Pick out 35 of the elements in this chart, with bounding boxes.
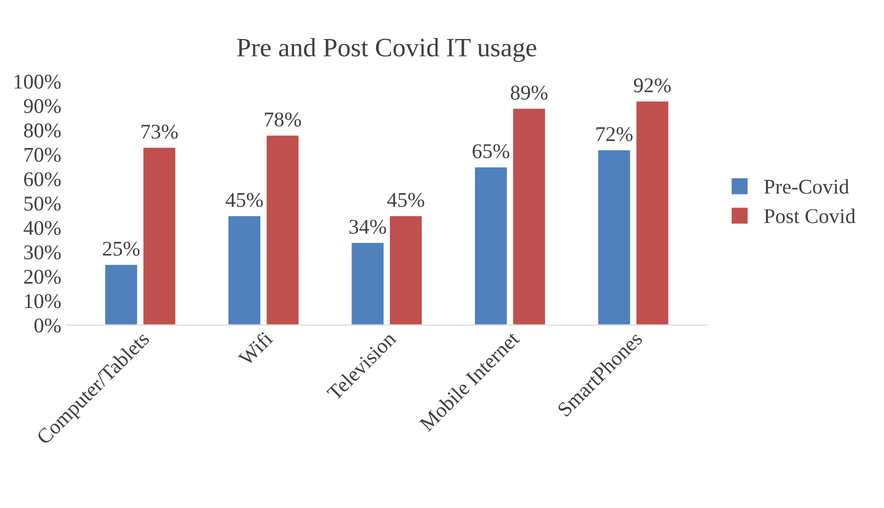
bar (265, 134, 300, 326)
y-tick-label: 40% (24, 220, 61, 236)
bar (474, 166, 508, 326)
chart-title: Pre and Post Covid IT usage (237, 38, 536, 62)
y-tick-label: 100% (14, 74, 61, 89)
data-label: 45% (226, 192, 263, 208)
legend-label: Post Covid (764, 208, 856, 224)
bar (512, 107, 546, 326)
y-tick-label: 10% (25, 294, 61, 308)
data-label: 45% (387, 192, 424, 208)
bar (596, 148, 632, 326)
data-label: 89% (510, 86, 548, 100)
data-label: 78% (264, 112, 301, 127)
bar (350, 242, 385, 326)
data-label: 34% (350, 220, 386, 234)
data-label: 72% (596, 127, 633, 142)
bar (635, 100, 670, 326)
legend-label: Pre-Covid (764, 179, 849, 194)
bar (227, 214, 262, 326)
y-tick-label: 0% (34, 318, 61, 333)
y-tick-label: 20% (24, 270, 61, 284)
y-tick-label: 30% (24, 245, 61, 260)
y-tick-label: 50% (24, 196, 61, 211)
x-tick-label: Wifi (236, 330, 274, 367)
y-tick-label: 90% (24, 99, 61, 114)
data-label: 92% (634, 78, 671, 92)
y-tick-label: 80% (24, 123, 61, 138)
y-tick-label: 70% (24, 148, 61, 162)
y-tick-label: 60% (24, 172, 61, 186)
data-label: 25% (102, 242, 140, 256)
bar (388, 214, 424, 326)
bar (142, 146, 177, 326)
data-label: 65% (472, 144, 510, 158)
data-label: 73% (142, 124, 178, 139)
bar (104, 263, 138, 326)
